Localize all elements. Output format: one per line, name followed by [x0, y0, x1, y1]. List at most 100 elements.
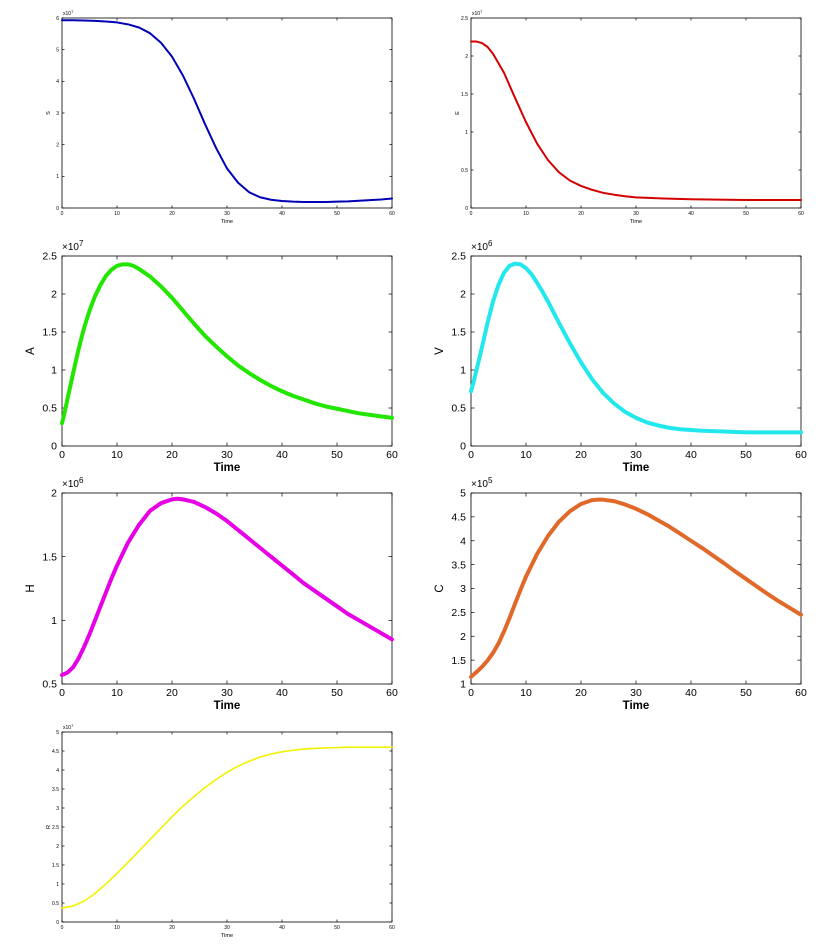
x-axis-label: Time: [623, 462, 650, 474]
x-tick-label: 30: [633, 211, 639, 217]
x-tick-label: 30: [224, 211, 230, 217]
x-tick-label: 10: [114, 211, 120, 217]
x-tick-label: 20: [169, 211, 175, 217]
x-tick-label: 20: [578, 211, 584, 217]
x-tick-label: 0: [468, 687, 474, 699]
x-tick-label: 10: [111, 449, 123, 461]
x-tick-label: 50: [740, 449, 752, 461]
x-tick-label: 50: [334, 211, 340, 217]
y-tick-label: 0.5: [461, 168, 468, 174]
y-tick-label: 5: [56, 47, 59, 53]
y-tick-label: 4: [460, 535, 466, 547]
chart-panel-h: 0 10 20 30 40 50 60 0.5 1 1.5 2 ×106 Time H: [25, 476, 398, 712]
y-tick-label: 2: [56, 844, 59, 850]
axes-box: [470, 17, 802, 209]
y-axis-exponent: ×105: [471, 476, 493, 490]
y-tick-label: 4: [56, 768, 59, 774]
x-axis-label: Time: [214, 462, 241, 474]
x-tick-label: 60: [795, 687, 807, 699]
x-tick-label: 40: [685, 687, 697, 699]
series-line-e: [470, 40, 802, 202]
x-tick-label: 20: [575, 449, 587, 461]
axes-box: [61, 17, 393, 209]
axes-box: [61, 255, 393, 447]
y-tick-label: 0: [56, 920, 59, 926]
x-tick-label: 40: [685, 449, 697, 461]
y-tick-label: 2: [56, 142, 59, 148]
x-tick-label: 10: [520, 687, 532, 699]
y-tick-label: 4: [56, 79, 59, 85]
y-tick-label: 2.5: [451, 607, 466, 619]
y-tick-label: 1: [56, 882, 59, 888]
x-tick-label: 0: [59, 687, 65, 699]
y-tick-label: 3: [56, 806, 59, 812]
x-tick-label: 20: [166, 687, 178, 699]
chart-panel-e: 0 10 20 30 40 50 60 0 0.5 1 1.5 2 2.5 x107 Time E: [455, 9, 804, 225]
x-tick-label: 30: [630, 687, 642, 699]
x-axis-label: Time: [221, 933, 233, 939]
y-tick-label: 2: [51, 488, 57, 500]
x-tick-label: 0: [59, 449, 65, 461]
y-tick-label: 2.5: [451, 251, 466, 263]
x-tick-label: 30: [630, 449, 642, 461]
series-line-r: [61, 746, 393, 909]
x-tick-label: 60: [389, 925, 395, 931]
x-tick-label: 50: [743, 211, 749, 217]
y-tick-label: 6: [56, 16, 59, 22]
x-tick-label: 40: [276, 687, 288, 699]
x-tick-label: 30: [224, 925, 230, 931]
x-tick-label: 20: [169, 925, 175, 931]
y-axis-exponent: x107: [63, 723, 74, 731]
y-tick-label: 1: [465, 130, 468, 136]
y-tick-label: 5: [460, 488, 466, 500]
y-tick-label: 4.5: [52, 749, 59, 755]
x-axis-label: Time: [623, 700, 650, 712]
y-tick-label: 2.5: [461, 16, 468, 22]
x-tick-label: 60: [389, 211, 395, 217]
y-tick-label: 3: [56, 111, 59, 117]
y-tick-label: 0.5: [451, 403, 466, 415]
chart-panel-v: 0 10 20 30 40 50 60 0 0.5 1 1.5 2 2.5 ×106 Time V: [434, 239, 807, 474]
y-tick-label: 0.5: [42, 679, 57, 691]
y-tick-label: 0.5: [42, 403, 57, 415]
y-tick-label: 1: [51, 615, 57, 627]
y-axis-label: A: [25, 347, 37, 355]
x-tick-label: 60: [386, 449, 398, 461]
x-tick-label: 50: [740, 687, 752, 699]
x-tick-label: 50: [331, 449, 343, 461]
series-line-v: [469, 261, 803, 435]
y-tick-label: 3: [460, 583, 466, 595]
y-tick-label: 1.5: [451, 327, 466, 339]
x-tick-label: 50: [331, 687, 343, 699]
x-axis-label: Time: [221, 219, 233, 225]
y-tick-label: 1: [51, 365, 57, 377]
x-tick-label: 60: [386, 687, 398, 699]
y-axis-label: C: [434, 584, 446, 592]
y-axis-label: S: [46, 111, 52, 115]
y-tick-label: 3.5: [52, 787, 59, 793]
y-axis-exponent: x107: [472, 9, 483, 17]
y-axis-exponent: ×106: [471, 239, 493, 253]
y-tick-label: 0: [56, 206, 59, 212]
x-tick-label: 30: [221, 449, 233, 461]
series-line-a: [60, 262, 394, 426]
y-tick-label: 1: [56, 174, 59, 180]
y-tick-label: 1.5: [42, 551, 57, 563]
y-tick-label: 0: [51, 441, 57, 453]
x-tick-label: 40: [688, 211, 694, 217]
series-line-s: [61, 19, 393, 203]
x-tick-label: 0: [61, 211, 64, 217]
x-tick-label: 50: [334, 925, 340, 931]
x-axis-label: Time: [630, 219, 642, 225]
x-tick-label: 60: [795, 449, 807, 461]
x-tick-label: 10: [111, 687, 123, 699]
x-tick-label: 40: [276, 449, 288, 461]
series-line-c: [469, 497, 803, 679]
y-tick-label: 2.5: [42, 251, 57, 263]
y-tick-label: 4.5: [451, 512, 466, 524]
x-tick-label: 10: [523, 211, 529, 217]
y-tick-label: 2.5: [52, 825, 59, 831]
x-tick-label: 20: [575, 687, 587, 699]
x-tick-label: 10: [114, 925, 120, 931]
